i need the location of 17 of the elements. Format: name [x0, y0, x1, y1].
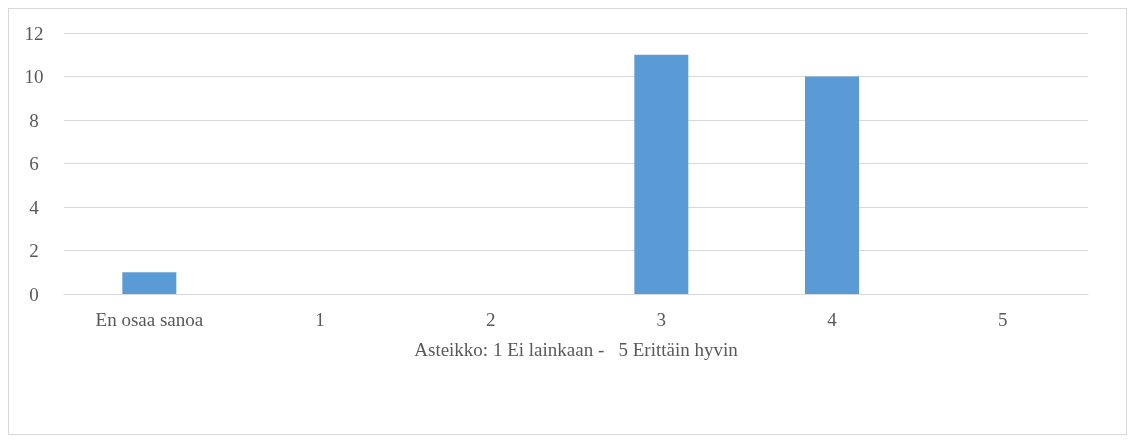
y-tick-label: 12 [24, 22, 44, 44]
x-tick-label: 2 [485, 309, 496, 330]
y-tick-label: 6 [29, 153, 39, 174]
x-axis-title: Asteikko: 1 Ei lainkaan - 5 Erittäin hyvin [414, 339, 739, 360]
bar [634, 54, 689, 294]
y-tick-label: 2 [29, 240, 39, 261]
bar [122, 272, 177, 294]
x-tick-label: En osaa sanoa [95, 309, 204, 330]
x-tick-label: 1 [315, 309, 325, 330]
x-tick-label: 5 [997, 309, 1008, 330]
y-tick-label: 4 [29, 196, 40, 218]
x-tick-label: 4 [827, 309, 838, 330]
x-tick-label: 3 [656, 309, 667, 330]
y-tick-label: 10 [24, 66, 44, 87]
y-tick-label: 0 [29, 283, 39, 305]
y-tick-label: 8 [29, 109, 39, 131]
bar [805, 76, 859, 294]
